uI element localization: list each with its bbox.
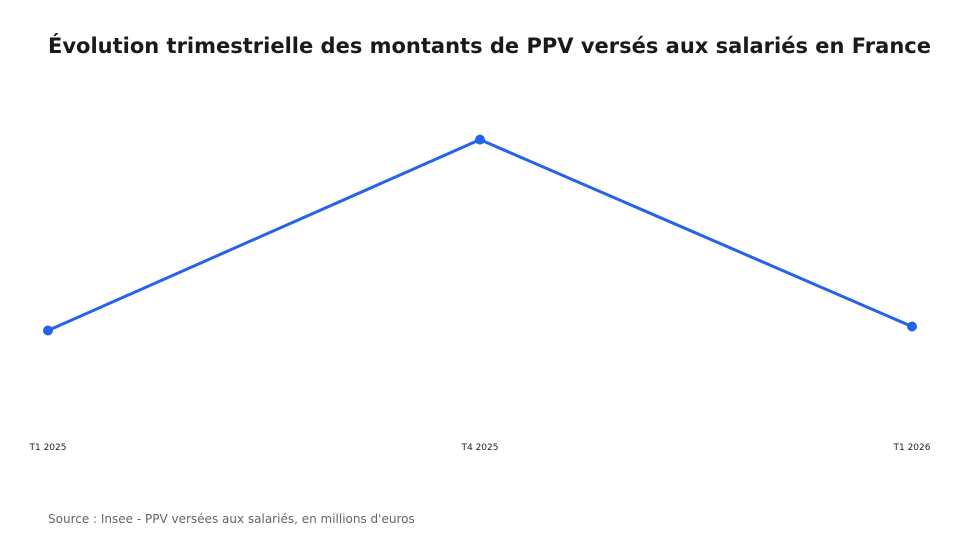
x-axis-ticks: T1 2025 T4 2025 T1 2026 [29, 443, 931, 453]
series-layer [46, 138, 914, 332]
point-layer [43, 134, 917, 336]
series-line [46, 138, 914, 332]
x-tick-label: T4 2025 [461, 443, 499, 453]
data-point [907, 321, 917, 332]
x-tick-label: T1 2025 [29, 443, 67, 453]
chart-title: Évolution trimestrielle des montants de … [48, 34, 931, 58]
source-note: Source : Insee - PPV versées aux salarié… [48, 512, 415, 526]
data-point [475, 134, 485, 145]
x-tick-label: T1 2026 [893, 443, 931, 453]
data-point [43, 325, 53, 336]
